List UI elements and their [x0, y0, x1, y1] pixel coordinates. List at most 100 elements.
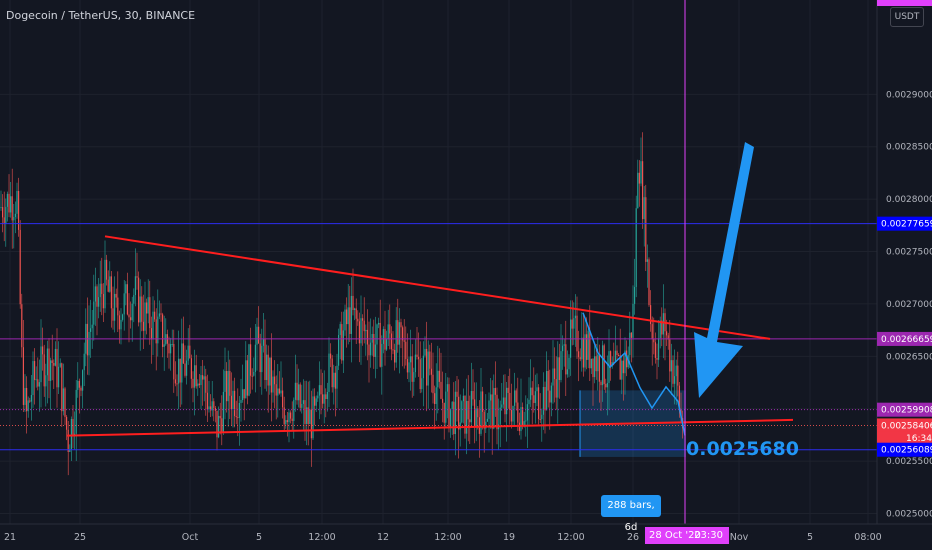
candle-body	[395, 320, 397, 363]
candle-body	[5, 206, 7, 224]
candle-body	[578, 351, 580, 358]
candle-body	[600, 381, 602, 386]
candle-body	[221, 418, 223, 433]
candle-body	[238, 402, 240, 418]
candle-body	[539, 418, 541, 420]
price-tag	[877, 442, 932, 457]
candle-body	[573, 318, 575, 329]
candle-body	[86, 323, 88, 356]
candle-body	[22, 347, 24, 405]
candle-body	[594, 356, 596, 378]
candle-body	[602, 345, 604, 386]
candle-body	[208, 406, 210, 410]
candle-body	[411, 356, 413, 382]
lower-trendline	[66, 418, 794, 437]
candle-body	[629, 332, 631, 356]
candle-body	[122, 314, 124, 320]
candle-body	[477, 408, 479, 418]
y-tick-label: 0.0028500	[886, 143, 932, 153]
candle-body	[48, 348, 50, 381]
candle-body	[634, 286, 636, 304]
candle-body	[136, 276, 138, 278]
candle-body	[418, 356, 420, 360]
candle-body	[510, 409, 512, 422]
time-axis	[0, 524, 932, 550]
candle-body	[117, 297, 119, 316]
candle-body	[149, 297, 151, 329]
candle-body	[462, 395, 464, 402]
candle-body	[234, 390, 236, 417]
candle-body	[656, 357, 658, 360]
candle-body	[387, 324, 389, 339]
candle-body	[110, 276, 112, 309]
price-tag	[877, 331, 932, 346]
candle-body	[430, 368, 432, 375]
candle-body	[294, 382, 296, 400]
candle-body	[414, 354, 416, 373]
candle-body	[82, 370, 84, 391]
candle-body	[18, 191, 20, 230]
currency-button[interactable]: USDT	[890, 7, 924, 27]
candle-body	[51, 360, 53, 363]
candle-body	[322, 394, 324, 404]
candle-body	[360, 318, 362, 344]
candle-body	[347, 307, 349, 325]
candle-body	[669, 339, 671, 372]
projection-path	[582, 312, 686, 436]
candle-body	[299, 384, 301, 408]
candle-body	[565, 344, 567, 375]
candle-body	[562, 345, 564, 352]
candle-body	[566, 369, 568, 375]
candles-group	[0, 132, 684, 476]
candle-body	[253, 371, 255, 376]
candle-body	[333, 372, 335, 388]
candle-body	[227, 370, 229, 402]
candle-body	[314, 396, 316, 406]
candle-body	[272, 376, 274, 393]
candle-body	[635, 208, 637, 287]
candle-body	[483, 411, 485, 429]
x-tick-label: Oct	[182, 532, 199, 543]
candle-body	[99, 283, 101, 298]
candle-body	[379, 322, 381, 367]
candle-body	[362, 318, 364, 321]
upper-trendline	[104, 235, 771, 340]
candle-body	[93, 301, 95, 325]
candle-body	[312, 396, 314, 439]
candle-body	[486, 418, 488, 422]
candle-body	[464, 395, 466, 434]
candle-body	[266, 354, 268, 381]
candle-body	[555, 379, 557, 398]
candle-body	[493, 388, 495, 429]
candle-body	[182, 343, 184, 364]
candle-body	[662, 313, 664, 335]
candle-body	[184, 363, 186, 376]
candle-body	[472, 391, 474, 400]
candle-body	[509, 392, 511, 410]
candle-body	[376, 324, 378, 345]
candle-body	[179, 358, 181, 383]
candle-body	[286, 420, 288, 423]
price-tag-label: 0.00258406	[881, 421, 932, 431]
candle-body	[24, 387, 26, 405]
candle-body	[282, 390, 284, 408]
candle-body	[550, 385, 552, 403]
candle-body	[274, 376, 276, 385]
candle-body	[341, 324, 343, 361]
candle-body	[173, 344, 175, 380]
candle-body	[533, 395, 535, 403]
candle-body	[499, 407, 501, 425]
y-tick-label: 0.0028000	[886, 195, 932, 205]
candle-body	[410, 356, 412, 363]
price-tag-label: 0.00266659	[881, 335, 932, 345]
x-tick-label: 12	[377, 532, 389, 543]
candle-body	[435, 387, 437, 404]
candle-body	[293, 399, 295, 421]
candle-body	[339, 324, 341, 336]
candle-body	[506, 387, 508, 415]
candle-body	[126, 284, 128, 315]
candle-body	[581, 337, 583, 360]
candle-body	[195, 365, 197, 387]
candle-body	[541, 414, 543, 420]
